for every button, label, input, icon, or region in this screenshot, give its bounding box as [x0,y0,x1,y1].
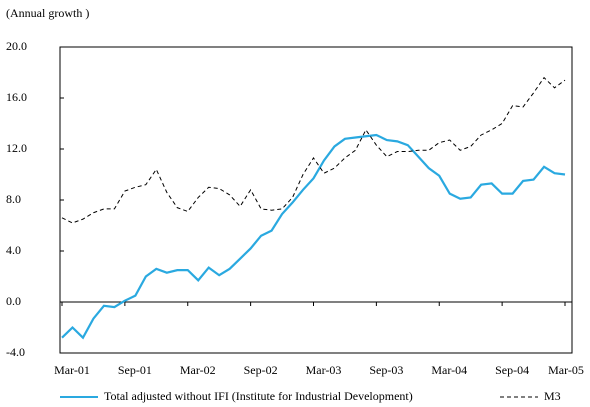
x-tick-label: Sep-01 [118,363,152,377]
y-axis-label: (Annual growth ) [6,6,89,20]
plot-frame [59,46,573,354]
y-tick-label: 8.0 [6,192,21,206]
x-tick-label: Sep-03 [369,363,403,377]
y-tick-label: 16.0 [6,90,27,104]
x-tick-label: Mar-05 [548,363,584,377]
x-tick-label: Mar-01 [54,363,90,377]
x-tick-label: Mar-03 [306,363,342,377]
series-line [61,76,566,224]
y-tick-label: 0.0 [6,294,21,308]
y-tick-label: 4.0 [6,243,21,257]
legend-label: Total adjusted without IFI (Institute fo… [104,389,413,403]
series-line [61,133,566,340]
x-tick-label: Mar-04 [431,363,467,377]
x-tick-label: Mar-02 [180,363,216,377]
y-tick-label: 20.0 [6,39,27,53]
x-tick-label: Sep-02 [244,363,278,377]
y-tick-label: -4.0 [6,345,25,359]
legend-label: M3 [544,389,561,403]
y-tick-label: 12.0 [6,141,27,155]
x-tick-label: Sep-04 [495,363,529,377]
